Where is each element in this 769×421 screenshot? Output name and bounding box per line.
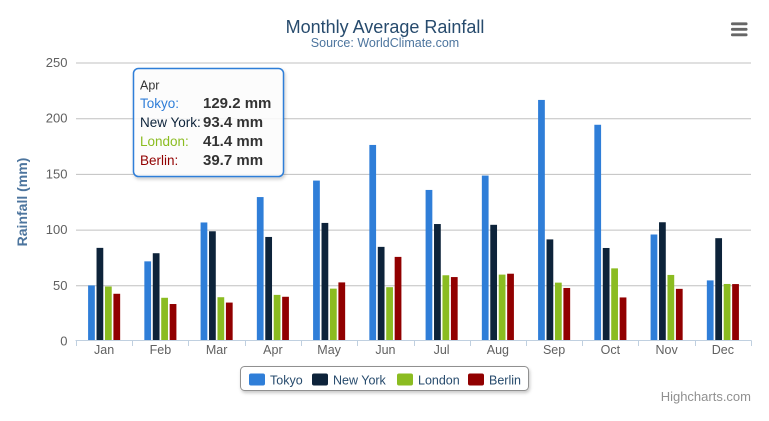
svg-text:Berlin:: Berlin:: [140, 153, 178, 168]
svg-text:0: 0: [60, 334, 67, 349]
svg-text:150: 150: [46, 166, 68, 181]
svg-text:Berlin: Berlin: [489, 374, 521, 388]
svg-text:Apr: Apr: [140, 79, 159, 93]
svg-text:200: 200: [46, 111, 68, 126]
svg-text:Sep: Sep: [543, 343, 565, 357]
svg-text:41.4 mm: 41.4 mm: [203, 133, 263, 150]
svg-text:London: London: [418, 374, 460, 388]
svg-text:93.4 mm: 93.4 mm: [203, 114, 263, 131]
svg-text:50: 50: [53, 278, 67, 293]
svg-text:May: May: [317, 343, 341, 357]
svg-text:Mar: Mar: [206, 343, 228, 357]
svg-text:Jul: Jul: [434, 343, 450, 357]
svg-text:London:: London:: [140, 134, 189, 149]
svg-text:Dec: Dec: [712, 343, 734, 357]
svg-text:Jun: Jun: [375, 343, 395, 357]
svg-text:39.7 mm: 39.7 mm: [203, 152, 263, 169]
svg-text:Tokyo: Tokyo: [270, 374, 303, 388]
svg-text:New York: New York: [333, 374, 387, 388]
svg-text:Nov: Nov: [655, 343, 678, 357]
svg-text:Oct: Oct: [601, 343, 621, 357]
svg-text:129.2 mm: 129.2 mm: [203, 95, 271, 112]
svg-text:Source: WorldClimate.com: Source: WorldClimate.com: [311, 36, 459, 50]
svg-text:Rainfall (mm): Rainfall (mm): [14, 158, 30, 247]
svg-text:Monthly Average Rainfall: Monthly Average Rainfall: [286, 17, 485, 37]
svg-text:Apr: Apr: [263, 343, 282, 357]
svg-text:250: 250: [46, 55, 68, 70]
svg-text:Highcharts.com: Highcharts.com: [661, 389, 751, 404]
svg-text:100: 100: [46, 222, 68, 237]
svg-text:Tokyo:: Tokyo:: [140, 96, 179, 111]
svg-text:Feb: Feb: [150, 343, 172, 357]
svg-text:Jan: Jan: [94, 343, 114, 357]
svg-text:Aug: Aug: [487, 343, 509, 357]
svg-text:New York:: New York:: [140, 115, 201, 130]
